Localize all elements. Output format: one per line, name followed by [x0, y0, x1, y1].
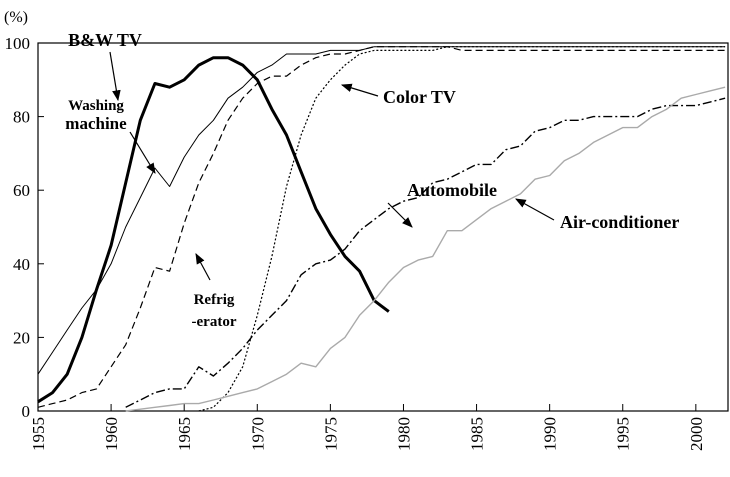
- series-line: [37, 46, 726, 375]
- annotation-arrow: [129, 131, 156, 174]
- series-line: [125, 97, 726, 408]
- series-line: [37, 46, 726, 408]
- annotation-arrow: [387, 202, 413, 228]
- x-tick-label: 1970: [248, 417, 267, 451]
- x-tick-label: 1995: [614, 417, 633, 451]
- y-tick-label: 40: [13, 255, 30, 274]
- x-tick-label: 1990: [541, 417, 560, 451]
- y-tick-label: 20: [13, 328, 30, 347]
- y-tick-label: 100: [5, 34, 31, 53]
- y-tick-label: 60: [13, 181, 30, 200]
- series-label: Color TV: [383, 87, 456, 107]
- annotation-arrow: [340, 83, 379, 97]
- x-tick-label: 1960: [102, 417, 121, 451]
- series-label: Washing machine: [65, 98, 127, 133]
- x-tick-label: 1975: [321, 417, 340, 451]
- x-tick-label: 1955: [29, 417, 48, 451]
- series-line: [198, 46, 726, 412]
- y-axis-label: (%): [4, 9, 28, 26]
- plot-frame: [37, 42, 729, 412]
- y-tick-label: 0: [22, 402, 31, 421]
- x-tick-label: 2000: [687, 417, 706, 451]
- x-tick-label: 1980: [394, 417, 413, 451]
- series-line: [125, 86, 726, 412]
- annotation-arrow: [195, 253, 211, 281]
- y-tick-label: 80: [13, 108, 30, 127]
- annotation-arrow: [109, 51, 121, 102]
- annotation-arrow: [515, 198, 555, 221]
- series-label: Automobile: [407, 180, 497, 200]
- x-tick-label: 1985: [468, 417, 487, 451]
- series-label: B&W TV: [68, 30, 142, 50]
- series-label: Refrig -erator: [192, 292, 237, 330]
- series-label: Air-conditioner: [560, 212, 679, 232]
- x-tick-label: 1965: [175, 417, 194, 451]
